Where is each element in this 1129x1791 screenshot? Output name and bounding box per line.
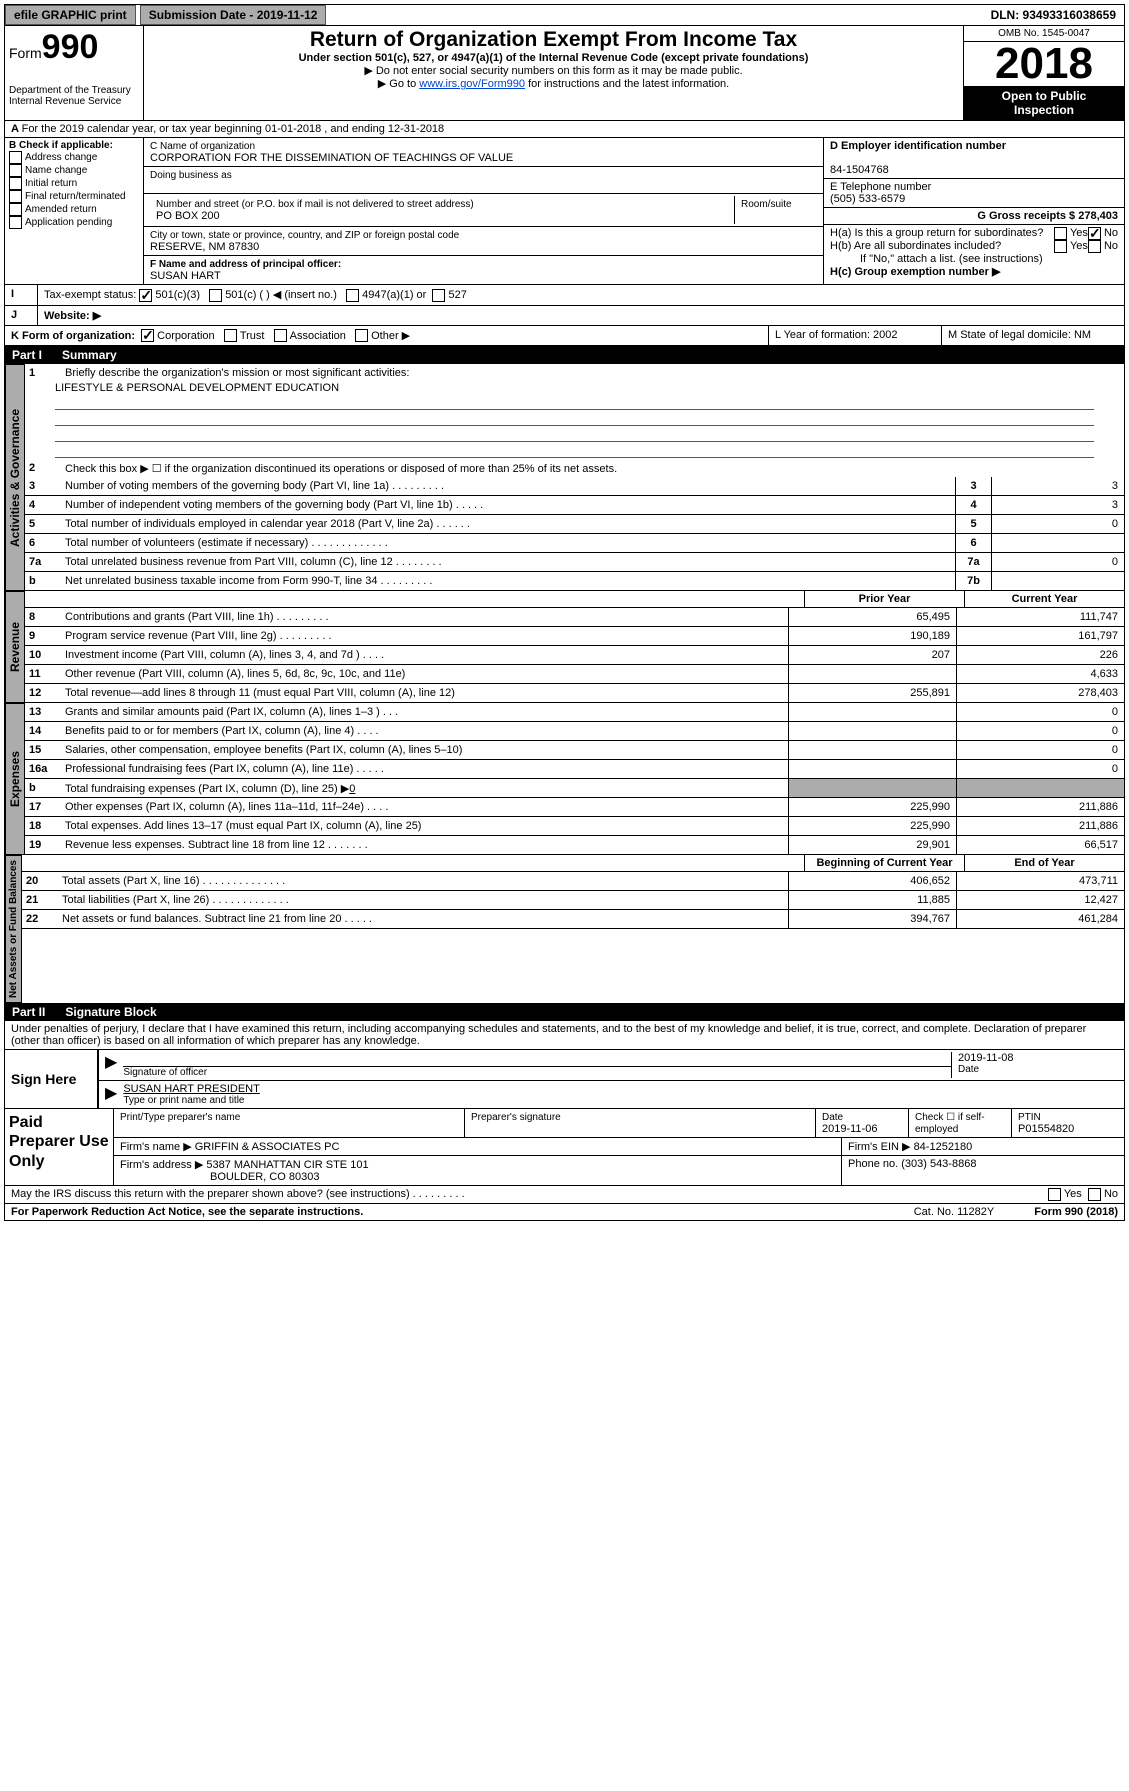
top-toolbar: efile GRAPHIC print Submission Date - 20…	[4, 4, 1125, 26]
form-title: Return of Organization Exempt From Incom…	[150, 28, 957, 52]
row-org-form: K Form of organization: Corporation Trus…	[4, 326, 1125, 347]
row-website: J Website: ▶	[4, 306, 1125, 326]
state-domicile: M State of legal domicile: NM	[941, 326, 1124, 346]
ein-value: 84-1504768	[830, 164, 889, 176]
netassets-section: Net Assets or Fund Balances Beginning of…	[4, 855, 1125, 1003]
form-subtitle-2: ▶ Do not enter social security numbers o…	[150, 64, 957, 77]
tax-year: 2018	[964, 42, 1124, 86]
governance-section: Activities & Governance 1Briefly describ…	[4, 364, 1125, 591]
officer-name: SUSAN HART	[150, 270, 221, 282]
gross-receipts: G Gross receipts $ 278,403	[977, 210, 1118, 222]
submission-date-button[interactable]: Submission Date - 2019-11-12	[140, 5, 327, 25]
efile-print-button[interactable]: efile GRAPHIC print	[5, 5, 136, 25]
signer-name: SUSAN HART PRESIDENT	[123, 1083, 260, 1095]
dept-label: Department of the Treasury	[9, 85, 139, 96]
revenue-tab: Revenue	[5, 591, 25, 703]
mission-text: LIFESTYLE & PERSONAL DEVELOPMENT EDUCATI…	[55, 382, 1094, 394]
year-formation: L Year of formation: 2002	[768, 326, 941, 346]
irs-label: Internal Revenue Service	[9, 96, 139, 107]
row-tax-status: I Tax-exempt status: 501(c)(3) 501(c) ( …	[4, 285, 1125, 306]
firm-name: GRIFFIN & ASSOCIATES PC	[195, 1141, 340, 1153]
instructions-link[interactable]: www.irs.gov/Form990	[419, 78, 525, 90]
ptin-value: P01554820	[1018, 1123, 1074, 1135]
governance-tab: Activities & Governance	[5, 364, 25, 591]
form-header: Form990 Department of the Treasury Inter…	[4, 26, 1125, 121]
phone-value: (505) 533-6579	[830, 193, 905, 205]
expenses-tab: Expenses	[5, 703, 25, 855]
form-subtitle-3: ▶ Go to www.irs.gov/Form990 for instruct…	[150, 77, 957, 90]
tax-year-row: A For the 2019 calendar year, or tax yea…	[4, 121, 1125, 138]
org-city: RESERVE, NM 87830	[150, 241, 259, 253]
paid-preparer-block: Paid Preparer Use Only Print/Type prepar…	[4, 1109, 1125, 1186]
open-public-badge: Open to PublicInspection	[964, 86, 1124, 120]
page-footer: For Paperwork Reduction Act Notice, see …	[4, 1204, 1125, 1221]
org-name: CORPORATION FOR THE DISSEMINATION OF TEA…	[150, 152, 513, 164]
entity-info-grid: B Check if applicable: Address change Na…	[4, 138, 1125, 285]
discuss-row: May the IRS discuss this return with the…	[4, 1186, 1125, 1204]
checkbox-column-b: B Check if applicable: Address change Na…	[5, 138, 144, 284]
form-subtitle-1: Under section 501(c), 527, or 4947(a)(1)…	[150, 52, 957, 64]
perjury-text: Under penalties of perjury, I declare th…	[4, 1021, 1125, 1050]
revenue-section: Revenue Prior YearCurrent Year 8Contribu…	[4, 591, 1125, 703]
netassets-tab: Net Assets or Fund Balances	[5, 855, 22, 1003]
dln-label: DLN: 93493316038659	[983, 6, 1124, 24]
part-2-header: Part IISignature Block	[4, 1003, 1125, 1021]
part-1-header: Part ISummary	[4, 346, 1125, 364]
form-number: Form990	[9, 28, 139, 67]
org-address: PO BOX 200	[156, 210, 220, 222]
expenses-section: Expenses 13Grants and similar amounts pa…	[4, 703, 1125, 855]
sign-here-block: Sign Here ▶ Signature of officer 2019-11…	[4, 1050, 1125, 1109]
